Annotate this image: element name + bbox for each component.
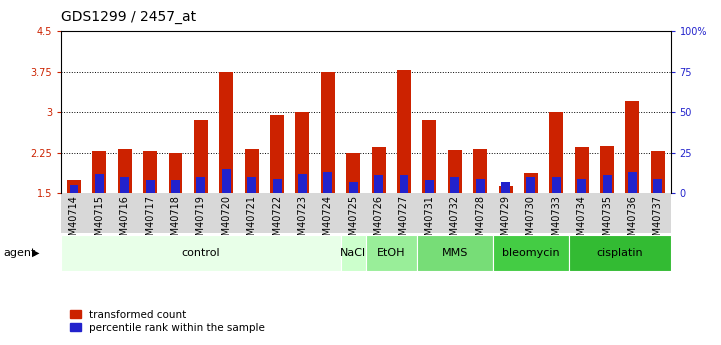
Bar (346, 152, 360, 193)
Text: GSM40737: GSM40737 (653, 195, 663, 248)
Bar (349, 182, 358, 193)
Text: GSM40719: GSM40719 (196, 195, 206, 248)
Text: GSM40714: GSM40714 (69, 195, 79, 248)
Bar (549, 112, 563, 193)
Bar (366, 235, 417, 271)
Bar (194, 120, 208, 193)
Text: GSM40729: GSM40729 (500, 195, 510, 248)
Bar (273, 179, 281, 193)
Text: MMS: MMS (441, 248, 468, 258)
Text: GSM40732: GSM40732 (450, 195, 460, 248)
Text: GSM40735: GSM40735 (602, 195, 612, 248)
Text: GSM40730: GSM40730 (526, 195, 536, 248)
Bar (374, 175, 383, 193)
Bar (399, 175, 408, 193)
Text: GSM40721: GSM40721 (247, 195, 257, 248)
Bar (552, 177, 561, 193)
Bar (270, 115, 284, 193)
Bar (501, 182, 510, 193)
Bar (473, 149, 487, 193)
Legend: transformed count, percentile rank within the sample: transformed count, percentile rank withi… (70, 310, 265, 333)
Text: GSM40717: GSM40717 (145, 195, 155, 248)
Text: GSM40733: GSM40733 (552, 195, 561, 248)
Bar (417, 235, 493, 271)
Bar (67, 180, 81, 193)
Text: cisplatin: cisplatin (596, 248, 643, 258)
Bar (118, 149, 132, 193)
Bar (321, 71, 335, 193)
Text: GSM40726: GSM40726 (373, 195, 384, 248)
Text: ▶: ▶ (32, 248, 40, 258)
Text: GSM40723: GSM40723 (298, 195, 307, 248)
Bar (371, 147, 386, 193)
Text: GSM40736: GSM40736 (627, 195, 637, 248)
Bar (196, 177, 205, 193)
Text: GSM40716: GSM40716 (120, 195, 130, 248)
Bar (171, 180, 180, 193)
Bar (92, 151, 106, 193)
Bar (603, 175, 611, 193)
Text: control: control (182, 248, 220, 258)
Bar (120, 177, 129, 193)
Bar (169, 152, 182, 193)
Text: GDS1299 / 2457_at: GDS1299 / 2457_at (61, 10, 196, 24)
Bar (493, 235, 569, 271)
Bar (69, 185, 79, 193)
Bar (653, 179, 663, 193)
Text: EtOH: EtOH (377, 248, 405, 258)
Bar (340, 235, 366, 271)
Text: GSM40727: GSM40727 (399, 195, 409, 248)
Text: GSM40725: GSM40725 (348, 195, 358, 248)
Bar (600, 146, 614, 193)
Text: GSM40715: GSM40715 (94, 195, 105, 248)
Bar (451, 177, 459, 193)
Bar (578, 179, 586, 193)
Text: GSM40718: GSM40718 (171, 195, 180, 248)
Bar (569, 235, 671, 271)
Text: GSM40731: GSM40731 (425, 195, 434, 248)
Bar (526, 177, 536, 193)
Bar (476, 179, 485, 193)
Text: GSM40728: GSM40728 (475, 195, 485, 248)
Bar (298, 174, 307, 193)
Bar (425, 180, 434, 193)
Bar (143, 151, 157, 193)
Bar (423, 120, 436, 193)
Bar (626, 101, 640, 193)
Text: GSM40722: GSM40722 (272, 195, 282, 248)
Text: GSM40720: GSM40720 (221, 195, 231, 248)
Bar (628, 172, 637, 193)
Bar (397, 70, 411, 193)
Bar (61, 235, 340, 271)
Bar (324, 172, 332, 193)
Bar (146, 180, 154, 193)
Text: NaCl: NaCl (340, 248, 366, 258)
Bar (95, 174, 104, 193)
Bar (296, 112, 309, 193)
Bar (448, 150, 461, 193)
Text: GSM40734: GSM40734 (577, 195, 587, 248)
Bar (219, 71, 234, 193)
Text: GSM40724: GSM40724 (323, 195, 333, 248)
Bar (247, 177, 256, 193)
Bar (498, 186, 513, 193)
Bar (222, 169, 231, 193)
Bar (524, 173, 538, 193)
Bar (651, 150, 665, 193)
Bar (244, 149, 259, 193)
Bar (575, 147, 588, 193)
Text: bleomycin: bleomycin (502, 248, 559, 258)
Text: agent: agent (4, 248, 36, 258)
